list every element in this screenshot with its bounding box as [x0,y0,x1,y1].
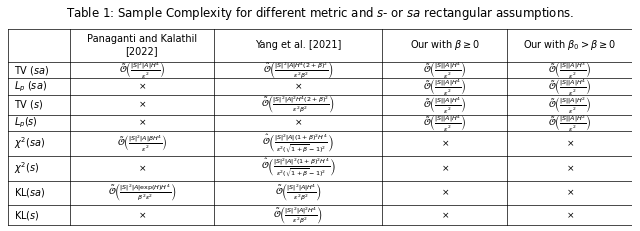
Text: $L_p(s)$: $L_p(s)$ [14,116,38,130]
Text: $L_p$ $(sa)$: $L_p$ $(sa)$ [14,79,47,94]
Text: $\tilde{\mathcal{O}}\left(\frac{|S|^2|A|^2H^4(2+\beta)^2}{\epsilon^2 \beta^2}\ri: $\tilde{\mathcal{O}}\left(\frac{|S|^2|A|… [261,94,335,115]
Text: $\times$: $\times$ [138,82,146,91]
Text: $\times$: $\times$ [441,210,449,220]
Text: Panaganti and Kalathil
[2022]: Panaganti and Kalathil [2022] [87,34,197,56]
Text: Our with $\beta \geq 0$: Our with $\beta \geq 0$ [410,38,480,52]
Text: Our with $\beta_0 > \beta \geq 0$: Our with $\beta_0 > \beta \geq 0$ [524,38,616,52]
Text: $\mathrm{KL}(s)$: $\mathrm{KL}(s)$ [14,209,40,222]
Text: $\times$: $\times$ [138,210,146,220]
Text: $\chi^2(sa)$: $\chi^2(sa)$ [14,136,45,151]
Text: $\tilde{\mathcal{O}}\left(\frac{|S|^2|A|H^4}{\epsilon^2}\right)$: $\tilde{\mathcal{O}}\left(\frac{|S|^2|A|… [119,60,165,80]
Text: $\times$: $\times$ [566,163,574,173]
Text: Yang et al. [2021]: Yang et al. [2021] [255,40,341,50]
Text: $\tilde{\mathcal{O}}\left(\frac{|S|^2|A|H^4}{\epsilon^2 \beta^2}\right)$: $\tilde{\mathcal{O}}\left(\frac{|S|^2|A|… [275,182,322,204]
Text: $\mathrm{KL}(sa)$: $\mathrm{KL}(sa)$ [14,186,45,199]
Text: $\times$: $\times$ [138,163,146,173]
Text: $\times$: $\times$ [138,100,146,109]
Text: $\times$: $\times$ [441,188,449,198]
Text: $\tilde{\mathcal{O}}\left(\frac{|S||A|H^4}{\epsilon^2}\right)$: $\tilde{\mathcal{O}}\left(\frac{|S||A|H^… [424,60,467,80]
Text: $\times$: $\times$ [138,118,146,128]
Text: $\tilde{\mathcal{O}}\left(\frac{|S||A|H^4}{\epsilon^2}\right)$: $\tilde{\mathcal{O}}\left(\frac{|S||A|H^… [424,113,467,133]
Text: $\times$: $\times$ [566,210,574,220]
Text: $\times$: $\times$ [566,139,574,148]
Text: $\chi^2(s)$: $\chi^2(s)$ [14,160,39,176]
Text: $\times$: $\times$ [441,163,449,173]
Text: $\tilde{\mathcal{O}}\left(\frac{|S|^2|A|H^4(2+\beta)^2}{\epsilon^2 \beta^2}\righ: $\tilde{\mathcal{O}}\left(\frac{|S|^2|A|… [262,59,333,81]
Text: $\times$: $\times$ [566,188,574,198]
Text: $\mathrm{TV}$ $(s)$: $\mathrm{TV}$ $(s)$ [14,98,44,111]
Text: $\times$: $\times$ [294,82,302,91]
Text: $\times$: $\times$ [441,139,449,148]
Text: $\tilde{\mathcal{O}}\left(\frac{|S||A|H^4}{\epsilon^2}\right)$: $\tilde{\mathcal{O}}\left(\frac{|S||A|H^… [548,76,591,97]
Text: $\mathrm{TV}$ $(sa)$: $\mathrm{TV}$ $(sa)$ [14,64,49,76]
Text: $\tilde{\mathcal{O}}\left(\frac{|S||A|H^2}{\epsilon^2}\right)$: $\tilde{\mathcal{O}}\left(\frac{|S||A|H^… [548,95,591,115]
Text: $\tilde{\mathcal{O}}\left(\frac{|S||A|H^4}{\epsilon^2}\right)$: $\tilde{\mathcal{O}}\left(\frac{|S||A|H^… [424,76,467,97]
Text: $\tilde{\mathcal{O}}\left(\frac{|S|^2|A|\exp(H)H^4}{\beta^2 \epsilon^2}\right)$: $\tilde{\mathcal{O}}\left(\frac{|S|^2|A|… [108,182,176,204]
Text: $\times$: $\times$ [294,118,302,128]
Text: $\tilde{\mathcal{O}}\left(\frac{|S|^2|A|\beta H^4}{\epsilon^2}\right)$: $\tilde{\mathcal{O}}\left(\frac{|S|^2|A|… [116,134,167,153]
Text: $\hat{\mathcal{O}}\left(\frac{|S|^2|A|(1+\beta)^2 H^4}{\epsilon^2(\sqrt{1+\beta}: $\hat{\mathcal{O}}\left(\frac{|S|^2|A|(1… [262,132,334,155]
Text: $\tilde{\mathcal{O}}\left(\frac{|S|^2|A|^2 H^4}{\epsilon^2 \beta^2}\right)$: $\tilde{\mathcal{O}}\left(\frac{|S|^2|A|… [273,205,323,226]
Text: $\tilde{\mathcal{O}}\left(\frac{|S||A|H^3}{\epsilon^2}\right)$: $\tilde{\mathcal{O}}\left(\frac{|S||A|H^… [548,60,591,80]
Text: $\hat{\mathcal{O}}\left(\frac{|S|^2|A|^2(1+\beta)^2 H^4}{\epsilon^2(\sqrt{1+\bet: $\hat{\mathcal{O}}\left(\frac{|S|^2|A|^2… [260,157,335,179]
Text: $\tilde{\mathcal{O}}\left(\frac{|S||A|H^4}{\epsilon^2}\right)$: $\tilde{\mathcal{O}}\left(\frac{|S||A|H^… [424,95,467,115]
Text: $\tilde{\mathcal{O}}\left(\frac{|S||A|H^2}{\epsilon^2}\right)$: $\tilde{\mathcal{O}}\left(\frac{|S||A|H^… [548,113,591,133]
Text: Table 1: Sample Complexity for different metric and $s$- or $sa$ rectangular ass: Table 1: Sample Complexity for different… [66,5,574,22]
